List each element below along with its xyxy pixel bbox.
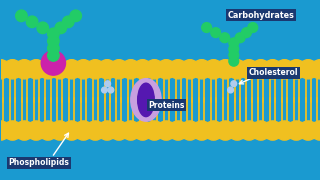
Ellipse shape [299,121,318,140]
Ellipse shape [157,121,176,140]
Ellipse shape [133,60,152,79]
Ellipse shape [86,121,105,140]
Ellipse shape [41,51,66,75]
Ellipse shape [228,60,247,79]
Text: Phospholipids: Phospholipids [9,158,69,167]
Ellipse shape [86,60,105,79]
Ellipse shape [74,60,93,79]
Ellipse shape [109,121,129,140]
Ellipse shape [263,60,282,79]
Ellipse shape [131,79,161,121]
Ellipse shape [251,121,270,140]
Ellipse shape [38,121,58,140]
Ellipse shape [16,10,27,22]
Ellipse shape [310,60,320,79]
Text: Cholesterol: Cholesterol [249,68,299,77]
Ellipse shape [169,60,188,79]
Ellipse shape [26,16,38,28]
Ellipse shape [287,60,306,79]
Ellipse shape [229,38,239,48]
Text: Proteins: Proteins [148,101,185,110]
Ellipse shape [48,42,59,54]
Ellipse shape [109,60,129,79]
Ellipse shape [275,60,294,79]
Ellipse shape [299,60,318,79]
Ellipse shape [310,121,320,140]
Ellipse shape [180,121,199,140]
Ellipse shape [133,121,152,140]
Ellipse shape [235,33,245,43]
Ellipse shape [229,56,239,66]
Ellipse shape [287,121,306,140]
Ellipse shape [48,50,59,61]
Ellipse shape [55,22,67,34]
Ellipse shape [62,16,74,28]
Ellipse shape [239,60,259,79]
Ellipse shape [138,83,154,117]
Ellipse shape [204,60,223,79]
Ellipse shape [202,23,212,32]
Ellipse shape [50,121,69,140]
Ellipse shape [248,23,258,32]
Ellipse shape [228,121,247,140]
Ellipse shape [263,121,282,140]
Ellipse shape [251,60,270,79]
Ellipse shape [50,60,69,79]
Ellipse shape [38,60,58,79]
Ellipse shape [231,81,237,87]
Ellipse shape [216,121,235,140]
Ellipse shape [74,121,93,140]
Ellipse shape [48,35,59,47]
Ellipse shape [37,22,48,34]
Ellipse shape [239,121,259,140]
Ellipse shape [62,60,81,79]
Ellipse shape [229,50,239,60]
Ellipse shape [121,121,140,140]
Ellipse shape [204,121,223,140]
Ellipse shape [220,33,230,43]
Ellipse shape [216,60,235,79]
Ellipse shape [3,60,22,79]
Ellipse shape [3,121,22,140]
Ellipse shape [192,121,211,140]
Ellipse shape [180,60,199,79]
Ellipse shape [15,60,34,79]
Ellipse shape [211,28,220,38]
Ellipse shape [228,87,234,93]
Ellipse shape [98,121,117,140]
Ellipse shape [27,121,46,140]
Ellipse shape [242,28,251,38]
Ellipse shape [70,10,82,22]
Ellipse shape [145,60,164,79]
Ellipse shape [157,60,176,79]
Ellipse shape [275,121,294,140]
Ellipse shape [62,121,81,140]
Ellipse shape [108,87,114,93]
Ellipse shape [105,81,110,87]
Ellipse shape [48,28,59,40]
Ellipse shape [192,60,211,79]
Ellipse shape [229,44,239,54]
Ellipse shape [121,60,140,79]
Ellipse shape [0,60,10,79]
Ellipse shape [15,121,34,140]
Ellipse shape [0,121,10,140]
Text: Carbohydrates: Carbohydrates [228,11,294,20]
Ellipse shape [98,60,117,79]
Ellipse shape [169,121,188,140]
Ellipse shape [101,87,107,93]
Ellipse shape [145,121,164,140]
Ellipse shape [27,60,46,79]
